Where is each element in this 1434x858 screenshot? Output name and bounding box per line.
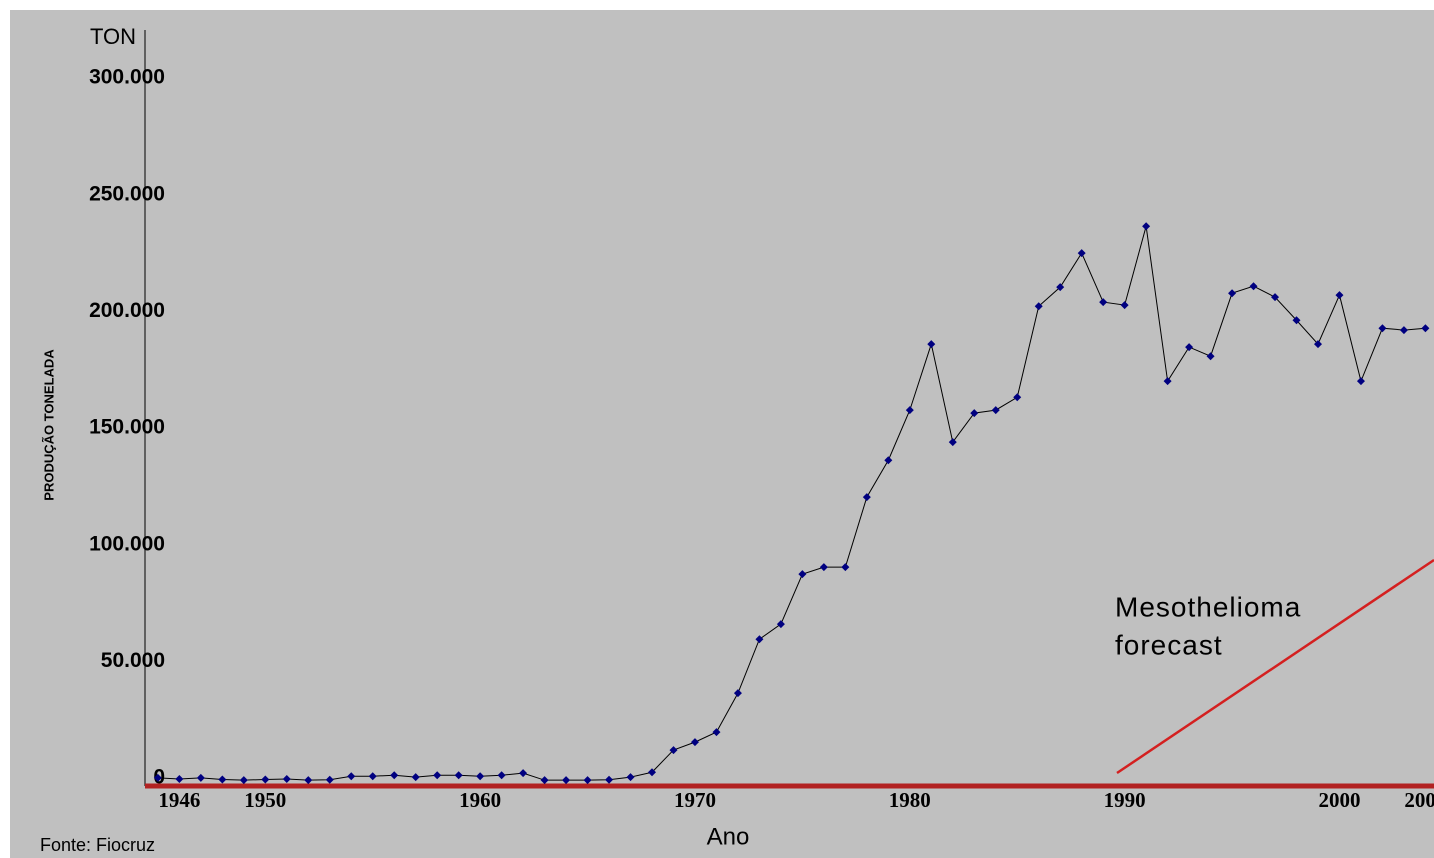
- data-point: [1120, 301, 1129, 310]
- x-tick-label: 1950: [244, 788, 286, 812]
- data-point: [1228, 289, 1237, 298]
- data-point: [1099, 298, 1108, 307]
- y-axis-title: PRODUÇÃO TONELADA: [41, 349, 56, 501]
- data-point: [1421, 324, 1430, 333]
- data-point: [411, 773, 420, 782]
- data-point: [476, 772, 485, 781]
- data-point: [1292, 316, 1301, 325]
- data-point: [304, 776, 313, 785]
- data-point: [690, 738, 699, 747]
- data-point: [862, 493, 871, 502]
- data-point: [1271, 293, 1280, 302]
- x-tick-label: 1980: [889, 788, 931, 812]
- data-point: [1399, 326, 1408, 335]
- data-point: [712, 728, 721, 737]
- data-point: [1206, 352, 1215, 361]
- data-point: [798, 570, 807, 579]
- data-point: [927, 340, 936, 349]
- x-tick-label: 2000: [1318, 788, 1360, 812]
- data-point: [755, 635, 764, 644]
- x-tick-label: 1946: [158, 788, 200, 812]
- x-tick-label: 2004: [1404, 788, 1434, 812]
- y-tick-label: 250.000: [89, 182, 165, 205]
- data-point: [583, 776, 592, 785]
- annotation: Mesothelioma: [1115, 591, 1301, 622]
- data-point: [1356, 377, 1365, 386]
- data-point: [562, 776, 571, 785]
- y-tick-label: 150.000: [89, 416, 165, 439]
- data-point: [454, 771, 463, 780]
- data-point: [368, 772, 377, 781]
- data-point: [1056, 283, 1065, 292]
- x-tick-label: 1990: [1104, 788, 1146, 812]
- data-point: [648, 768, 657, 777]
- data-point: [390, 771, 399, 780]
- data-point: [841, 563, 850, 572]
- unit-label: TON: [90, 24, 136, 49]
- x-tick-label: 1970: [674, 788, 716, 812]
- data-point: [1077, 249, 1086, 258]
- y-tick-label: 100.000: [89, 532, 165, 555]
- data-point: [1378, 324, 1387, 333]
- data-point: [819, 563, 828, 572]
- data-point: [776, 620, 785, 629]
- data-point: [1163, 377, 1172, 386]
- x-tick-label: 1960: [459, 788, 501, 812]
- x-axis-title: Ano: [707, 823, 750, 850]
- data-point: [626, 773, 635, 782]
- data-point: [1313, 340, 1322, 349]
- data-point: [991, 406, 1000, 415]
- annotation: forecast: [1115, 629, 1223, 660]
- data-point: [196, 773, 205, 782]
- y-tick-label: 50.000: [101, 649, 165, 672]
- data-point: [325, 775, 334, 784]
- data-point: [605, 775, 614, 784]
- data-point: [1013, 393, 1022, 402]
- y-tick-label: 300.000: [89, 66, 165, 89]
- data-point: [1185, 343, 1194, 352]
- data-point: [497, 771, 506, 780]
- data-point: [1034, 302, 1043, 311]
- data-point: [948, 438, 957, 447]
- data-point: [733, 689, 742, 698]
- forecast-line: [1116, 558, 1434, 775]
- data-point: [970, 409, 979, 418]
- data-point: [239, 776, 248, 785]
- data-point: [905, 406, 914, 415]
- data-point: [540, 776, 549, 785]
- data-point: [1142, 222, 1151, 231]
- data-point: [669, 746, 678, 755]
- data-point: [347, 772, 356, 781]
- data-point: [153, 773, 162, 782]
- data-point: [1335, 291, 1344, 300]
- data-point: [884, 456, 893, 465]
- data-point: [218, 775, 227, 784]
- source: Fonte: Fiocruz: [40, 835, 155, 855]
- data-point: [433, 771, 442, 780]
- plot-background: [10, 10, 1434, 858]
- data-point: [261, 775, 270, 784]
- data-point: [282, 775, 291, 783]
- y-tick-label: 200.000: [89, 299, 165, 322]
- data-point: [175, 775, 184, 783]
- data-point: [1249, 282, 1258, 291]
- data-point: [519, 769, 528, 778]
